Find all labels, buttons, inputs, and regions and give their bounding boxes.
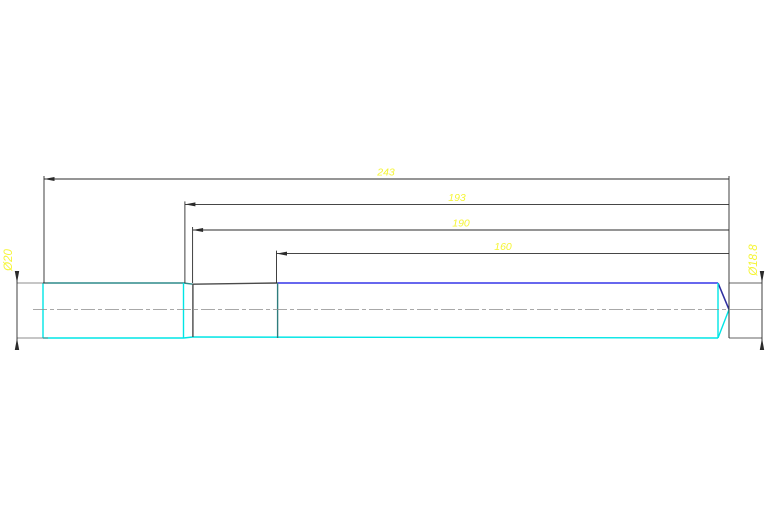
svg-text:Ø20: Ø20 [3,249,15,272]
svg-text:243: 243 [376,167,395,179]
svg-text:193: 193 [448,192,466,204]
svg-text:160: 160 [494,241,512,253]
svg-text:Ø18.8: Ø18.8 [748,244,760,277]
svg-text:190: 190 [452,218,470,230]
